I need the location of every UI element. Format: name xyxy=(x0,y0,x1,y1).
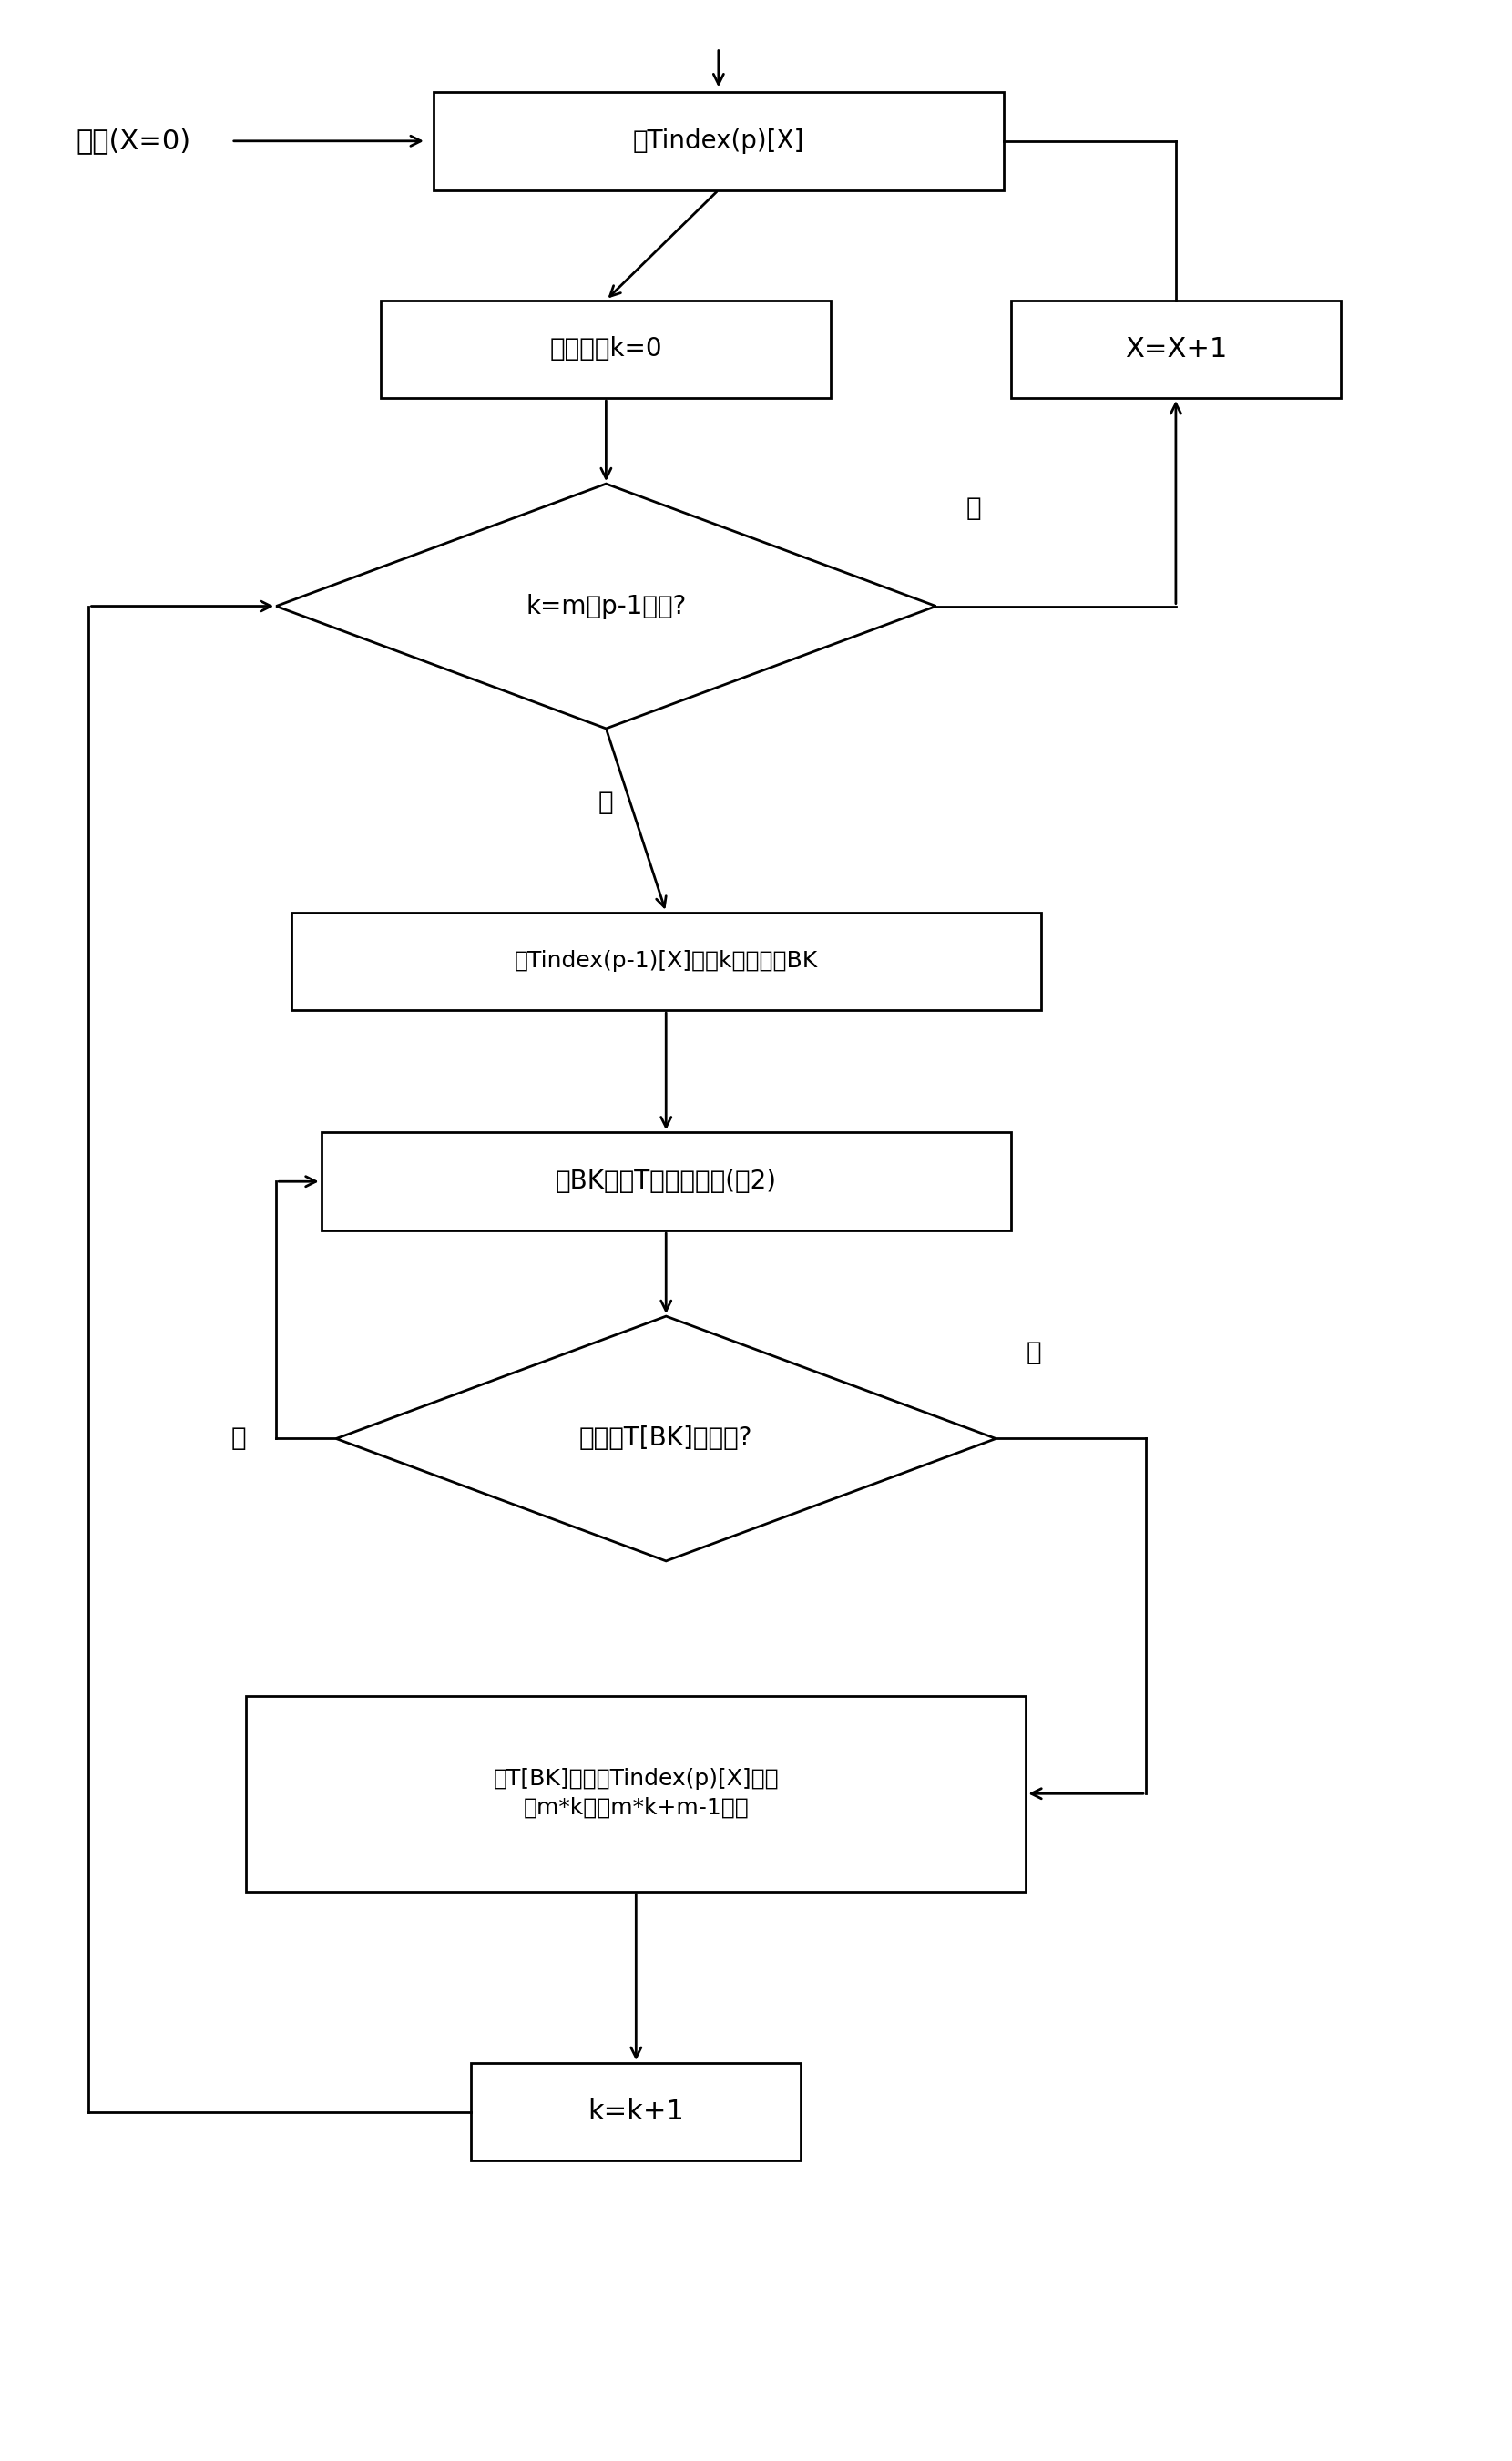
Text: 已完成T[BK]的生成?: 已完成T[BK]的生成? xyxy=(579,1425,753,1452)
FancyBboxPatch shape xyxy=(381,300,832,399)
Text: 是: 是 xyxy=(966,495,981,522)
Text: 是: 是 xyxy=(1025,1341,1042,1366)
Text: k=k+1: k=k+1 xyxy=(588,2099,685,2126)
Text: 令计数器k=0: 令计数器k=0 xyxy=(550,337,662,362)
Text: 对BK执行T表生成过程(图2): 对BK执行T表生成过程(图2) xyxy=(555,1169,777,1194)
FancyBboxPatch shape xyxy=(246,1696,1025,1893)
Polygon shape xyxy=(336,1317,996,1560)
Text: k=m的p-1次幂?: k=m的p-1次幂? xyxy=(526,593,686,618)
FancyBboxPatch shape xyxy=(472,2062,801,2161)
FancyBboxPatch shape xyxy=(321,1132,1012,1230)
FancyBboxPatch shape xyxy=(434,91,1004,189)
Text: 否: 否 xyxy=(231,1425,246,1452)
Text: 求Tindex(p)[X]: 求Tindex(p)[X] xyxy=(632,128,804,153)
Text: 取Tindex(p-1)[X]的第k个字节值BK: 取Tindex(p-1)[X]的第k个字节值BK xyxy=(514,950,818,972)
Polygon shape xyxy=(277,485,936,728)
Text: 开始(X=0): 开始(X=0) xyxy=(76,128,191,155)
Text: 否: 否 xyxy=(599,790,614,815)
FancyBboxPatch shape xyxy=(1012,300,1341,399)
Text: X=X+1: X=X+1 xyxy=(1125,335,1228,362)
FancyBboxPatch shape xyxy=(292,913,1040,1009)
Text: 将T[BK]赋值给Tindex(p)[X]中的
第m*k至第m*k+m-1字节: 将T[BK]赋值给Tindex(p)[X]中的 第m*k至第m*k+m-1字节 xyxy=(493,1769,779,1819)
